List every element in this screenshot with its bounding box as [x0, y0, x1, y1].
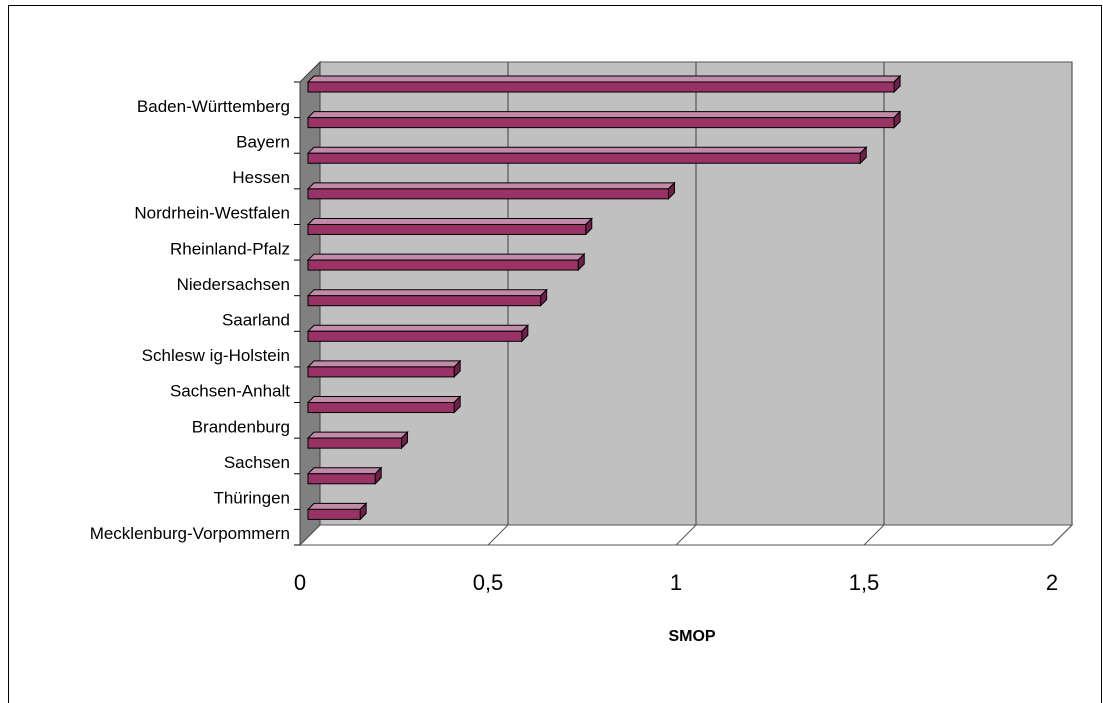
bars [306, 74, 902, 521]
bar-front-face [307, 508, 361, 520]
bar-top-face [306, 289, 548, 297]
category-label: Niedersachsen [177, 275, 290, 294]
bar-top-face [306, 360, 462, 368]
floor-tick [487, 524, 509, 546]
bar-front-face [307, 402, 455, 414]
bar [306, 110, 902, 129]
y-tick-marks [294, 81, 300, 546]
x-tick-label: 0 [294, 570, 306, 595]
bar [306, 181, 676, 201]
x-tick-label: 1,5 [849, 570, 880, 595]
bar [306, 74, 902, 94]
bar [306, 324, 530, 343]
bar [306, 502, 368, 521]
bar-front-face [307, 330, 523, 342]
bar-top-face [306, 217, 593, 225]
category-label: Mecklenburg-Vorpommern [90, 524, 290, 543]
category-label: Brandenburg [192, 417, 290, 436]
x-tick-label: 0,5 [473, 570, 504, 595]
x-tick-label: 1 [670, 570, 682, 595]
bar [306, 430, 409, 450]
bar-top-face [306, 75, 902, 83]
bar-top-face [306, 146, 868, 154]
category-labels: Baden-Württemberg Bayern Hessen Nordrhein-W… [90, 97, 291, 543]
bar [306, 146, 868, 165]
bar-top-face [306, 253, 586, 261]
category-label: Rheinland-Pfalz [170, 239, 290, 258]
category-label: Schlesw ig-Holstein [142, 346, 290, 365]
floor-tick [863, 524, 885, 546]
category-label: Sachsen [224, 453, 290, 472]
bar-front-face [307, 81, 895, 93]
bar [306, 252, 586, 272]
category-label: Thüringen [213, 489, 290, 508]
bar-front-face [307, 473, 376, 485]
x-tick-label: 2 [1046, 570, 1058, 595]
bar-top-face [306, 467, 383, 475]
bar [306, 288, 548, 307]
category-label: Nordrhein-Westfalen [134, 204, 290, 223]
bar-front-face [307, 152, 861, 164]
category-label: Saarland [222, 311, 290, 330]
bar-top-face [306, 431, 409, 439]
bar-front-face [307, 223, 587, 235]
bar [306, 217, 593, 236]
bar-front-face [307, 295, 542, 307]
x-axis-label: SMOP [668, 628, 715, 645]
bar-front-face [307, 188, 669, 200]
category-label: Sachsen-Anhalt [170, 382, 290, 401]
bar-front-face [307, 117, 895, 129]
bar-front-face [307, 437, 403, 449]
bar [306, 395, 462, 414]
bar-top-face [306, 396, 462, 404]
bar [306, 359, 462, 379]
bar-front-face [307, 366, 455, 378]
category-label: Hessen [232, 168, 290, 187]
bar [306, 466, 383, 485]
bar-top-face [306, 502, 368, 510]
category-label: Baden-Württemberg [137, 97, 290, 116]
floor-tick [299, 524, 321, 546]
category-label: Bayern [236, 132, 290, 151]
floor-tick [1051, 524, 1073, 546]
bar-top-face [306, 111, 902, 119]
bar-top-face [306, 182, 676, 190]
bar-top-face [306, 324, 530, 332]
x-tick-labels: 0 0,5 1 1,5 2 [294, 570, 1058, 595]
bar-front-face [307, 259, 579, 271]
floor-tick [675, 524, 697, 546]
